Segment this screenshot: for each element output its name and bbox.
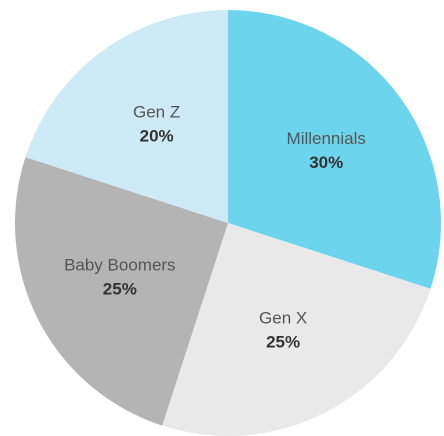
slice-value-label: 25% <box>266 333 300 352</box>
pie-slice <box>162 223 431 436</box>
pie-slice <box>228 10 441 289</box>
pie-slice <box>25 10 229 223</box>
slice-label: Gen Z <box>133 102 180 121</box>
slice-value-label: 20% <box>140 126 174 145</box>
slice-label: Baby Boomers <box>64 256 176 275</box>
slice-value-label: 30% <box>309 153 343 172</box>
pie-slice <box>15 157 229 426</box>
slice-value-label: 25% <box>103 280 137 299</box>
slice-label: Millennials <box>287 129 366 148</box>
slice-label: Gen X <box>259 309 307 328</box>
